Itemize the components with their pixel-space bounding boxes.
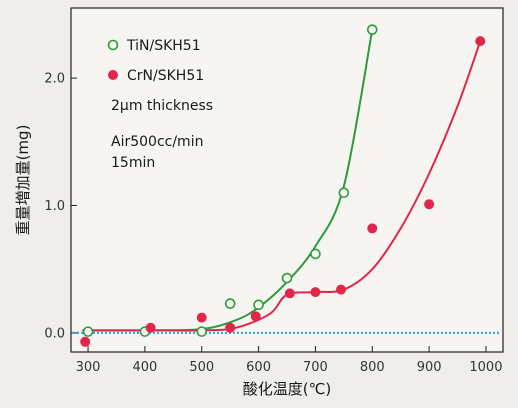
tin-data-point [281,272,293,284]
crn-data-point [284,288,295,299]
crn-data-point [367,223,378,234]
legend-marker-crn [108,70,118,80]
data-points [80,24,486,347]
x-tick-label: 700 [303,360,328,375]
crn-data-point [250,311,261,322]
tin-data-point [253,299,264,311]
annotation-text: 15min [111,155,155,171]
legend-marker-tin [107,39,119,51]
x-axis-label: 酸化温度(℃) [243,380,332,398]
crn-data-point [310,287,321,298]
x-tick-label: 600 [246,360,271,375]
y-tick-label: 0.0 [44,326,65,341]
legend: TiN/SKH51 CrN/SKH51 [107,38,204,84]
tin-data-point [196,326,208,337]
y-tick-label: 2.0 [44,72,65,87]
crn-data-point [475,36,486,47]
crn-data-point [145,322,156,333]
x-axis-ticks: 300 400 500 600 700 800 900 1000 [76,346,502,375]
y-axis-label: 重量増加量(mg) [14,125,32,236]
annotations: 2μm thickness Air500cc/min 15min [111,98,213,171]
tin-data-point [310,248,321,260]
x-tick-label: 300 [76,360,101,375]
x-tick-label: 800 [360,360,385,375]
crn-data-point [80,336,91,347]
crn-data-point [424,199,435,210]
annotation-text: Air500cc/min [111,134,203,150]
tin-data-point [224,298,236,309]
x-tick-label: 400 [132,360,157,375]
crn-data-point [196,312,207,323]
x-tick-label: 1000 [469,360,502,375]
legend-label-tin: TiN/SKH51 [126,38,201,54]
tin-data-point [82,326,94,337]
y-tick-label: 1.0 [44,199,65,214]
legend-label-crn: CrN/SKH51 [127,68,204,84]
plot-area [70,7,504,353]
tin-data-point [338,187,350,199]
y-axis-ticks: 0.0 1.0 2.0 [44,72,77,341]
crn-data-point [336,284,346,295]
crn-data-point [225,322,236,333]
x-tick-label: 500 [189,360,214,375]
x-tick-label: 900 [417,360,442,375]
annotation-text: 2μm thickness [111,98,213,114]
tin-data-point [366,24,378,35]
